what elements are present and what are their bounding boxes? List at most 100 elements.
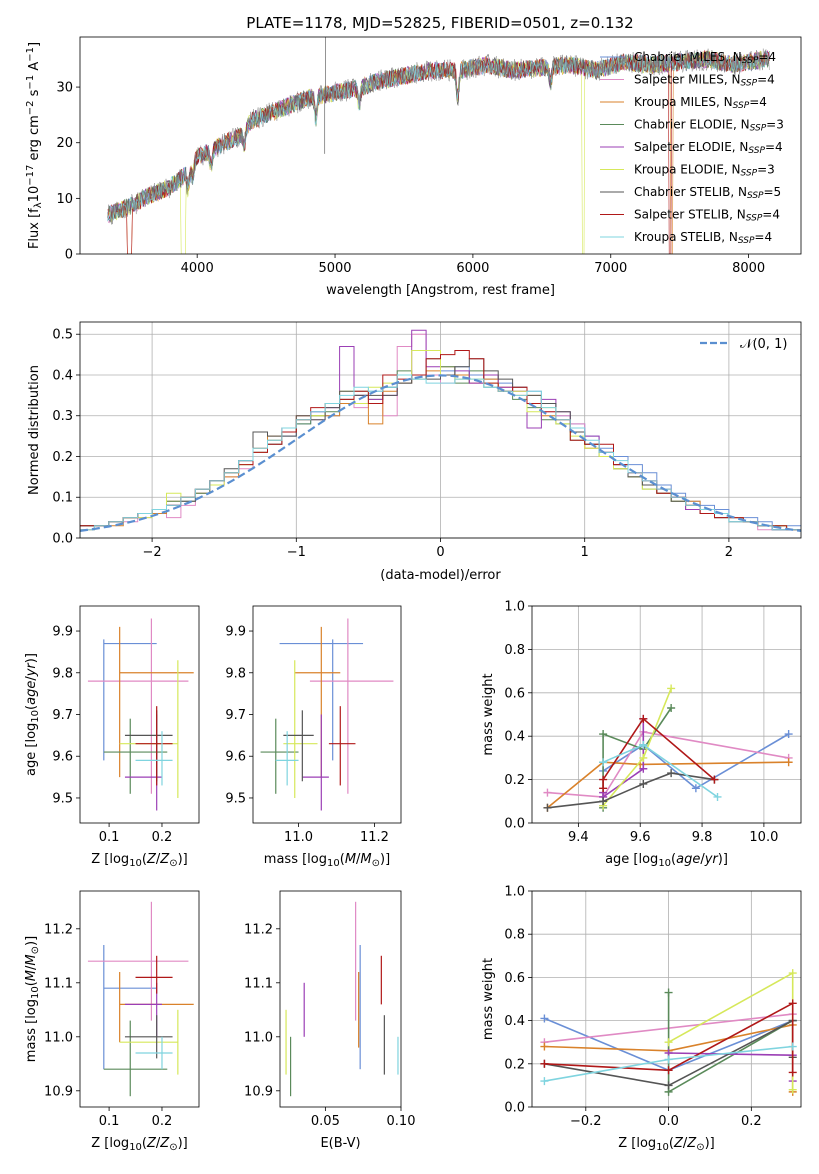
weight-marker-chabrier-stelib (664, 1081, 673, 1090)
axes-frame (79, 605, 200, 824)
x-tick-label: 9.8 (692, 830, 713, 845)
weight-marker-kroupa-elodie (664, 1038, 673, 1047)
legend-label-kroupa-elodie: Kroupa ELODIE, NSSP=3 (634, 163, 775, 179)
y-tick-label: 0.8 (504, 643, 525, 658)
legend-label-salpeter-miles: Salpeter MILES, NSSP=4 (634, 73, 775, 89)
y-tick-label: 20 (56, 136, 73, 151)
weight-marker-chabrier-stelib (667, 769, 676, 778)
y-tick-label: 0.5 (52, 328, 73, 343)
x-tick-label: −1 (287, 545, 306, 560)
x-tick-label: 0.2 (152, 830, 173, 845)
weight-marker-salpeter-stelib (639, 714, 648, 723)
chart-weight_vs_age: 9.4 9.6 9.8 10.0 0.0 0.2 0.4 0.6 0.8 1.0 age [log1… (481, 600, 802, 869)
y-tick-label: 11.2 (244, 922, 273, 937)
axes-frame (279, 890, 402, 1108)
y-tick-label: 9.5 (225, 791, 246, 806)
weight-marker-kroupa-stelib (639, 740, 648, 749)
weight-marker-chabrier-elodie (664, 988, 673, 997)
y-tick-label: 0 (65, 248, 73, 263)
legend-label-kroupa-miles: Kroupa MILES, NSSP=4 (634, 95, 767, 111)
x-axis-label: Z [log10(Z/Z⊙)] (91, 852, 188, 869)
x-axis-label: E(B-V) (320, 1136, 360, 1151)
y-tick-label: 10 (56, 192, 73, 207)
y-tick-label: 11.2 (44, 922, 73, 937)
x-tick-label: 0.1 (99, 830, 120, 845)
y-tick-label: 9.8 (52, 666, 73, 681)
plot-area (285, 901, 399, 1097)
axes-frame (531, 605, 802, 824)
plot-area (87, 901, 194, 1097)
weight-marker-kroupa-elodie (639, 753, 648, 762)
chart-mass_vs_ebv: 0.05 0.10 10.9 11.0 11.1 11.2 E(B-V) (244, 890, 415, 1151)
y-tick-label: 0.4 (52, 368, 73, 383)
y-axis-label: Normed distribution (27, 365, 42, 495)
hist-step-kroupa-stelib (80, 374, 801, 538)
x-tick-label: 0.0 (658, 1114, 679, 1129)
axes-frame (531, 890, 802, 1108)
legend-label-salpeter-stelib: Salpeter STELIB, NSSP=4 (634, 208, 780, 224)
x-tick-label: 11.2 (360, 830, 389, 845)
weight-marker-kroupa-elodie (788, 1085, 797, 1094)
chart-age_vs_Z: 0.1 0.2 9.5 9.6 9.7 9.8 9.9 Z [log10(Z/Z⊙)] age … (24, 605, 200, 869)
y-tick-label: 0.3 (52, 409, 73, 424)
y-tick-label: 30 (56, 81, 73, 96)
plot-area (87, 618, 194, 811)
weight-marker-salpeter-stelib (664, 1066, 673, 1075)
x-tick-label: −2 (143, 545, 162, 560)
x-tick-label: −0.2 (570, 1114, 602, 1129)
y-tick-label: 9.6 (225, 750, 246, 765)
x-tick-label: 0.2 (741, 1114, 762, 1129)
y-axis-label: Flux [fλ10−17 erg cm−2 s−1 A−1] (25, 42, 44, 249)
legend: Chabrier MILES, NSSP=4 Salpeter MILES, NS… (600, 50, 784, 246)
weight-line-chabrier-miles (602, 733, 790, 790)
weight-marker-chabrier-stelib (599, 797, 608, 806)
y-axis-label: age [log10(age/yr)] (24, 653, 41, 776)
weight-marker-salpeter-stelib (710, 775, 719, 784)
y-tick-label: 10.9 (44, 1084, 73, 1099)
y-tick-label: 0.0 (504, 817, 525, 832)
y-tick-label: 0.2 (52, 450, 73, 465)
axes-frame (252, 605, 402, 824)
weight-marker-chabrier-elodie (599, 730, 608, 739)
x-tick-label: 0.1 (99, 1114, 120, 1129)
x-tick-label: 0 (436, 545, 444, 560)
weight-marker-salpeter-stelib (540, 1059, 549, 1068)
weight-marker-chabrier-miles (540, 1014, 549, 1023)
weight-marker-chabrier-stelib (639, 779, 648, 788)
x-axis-label: Z [log10(Z/Z⊙)] (91, 1136, 188, 1153)
x-axis-label: wavelength [Angstrom, rest frame] (326, 283, 555, 298)
x-tick-label: 4000 (181, 261, 214, 276)
x-tick-label: 8000 (732, 261, 765, 276)
legend-label-kroupa-stelib: Kroupa STELIB, NSSP=4 (634, 230, 772, 246)
weight-line-salpeter-miles (547, 731, 789, 798)
weight-marker-salpeter-stelib (599, 775, 608, 784)
weight-line-chabrier-elodie (602, 707, 672, 808)
y-axis-label: mass weight (481, 673, 496, 755)
plot-area (107, 37, 770, 254)
y-tick-label: 0.6 (504, 971, 525, 986)
weight-marker-kroupa-elodie (667, 684, 676, 693)
y-axis-label: mass [log10(M/M⊙)] (24, 936, 41, 1062)
y-tick-label: 0.6 (504, 686, 525, 701)
weight-marker-salpeter-stelib (788, 1068, 797, 1077)
weight-marker-kroupa-miles (540, 1042, 549, 1051)
legend-label-salpeter-elodie: Salpeter ELODIE, NSSP=4 (634, 140, 783, 156)
figure-title: PLATE=1178, MJD=52825, FIBERID=0501, z=0… (246, 14, 633, 32)
y-tick-label: 9.6 (52, 750, 73, 765)
plot-area (80, 329, 801, 538)
y-tick-label: 9.7 (52, 708, 73, 723)
y-tick-label: 9.9 (225, 625, 246, 640)
chart-residuals: −2 −1 0 1 2 0.0 0.1 0.2 0.3 0.4 0.5 (data-model)/er… (27, 321, 802, 583)
chart-weight_vs_Z: −0.2 0.0 0.2 0.0 0.2 0.4 0.6 0.8 1.0 Z [log10(Z/Z… (481, 885, 802, 1153)
x-axis-label: Z [log10(Z/Z⊙)] (618, 1136, 715, 1153)
y-tick-label: 11.1 (44, 976, 73, 991)
weight-marker-chabrier-miles (784, 730, 793, 739)
y-tick-label: 0.0 (504, 1101, 525, 1116)
weight-marker-salpeter-miles (543, 788, 552, 797)
weight-marker-kroupa-stelib (599, 758, 608, 767)
weight-marker-kroupa-stelib (713, 792, 722, 801)
x-tick-label: 5000 (318, 261, 351, 276)
x-tick-label: 10.0 (749, 830, 778, 845)
y-tick-label: 9.8 (225, 666, 246, 681)
